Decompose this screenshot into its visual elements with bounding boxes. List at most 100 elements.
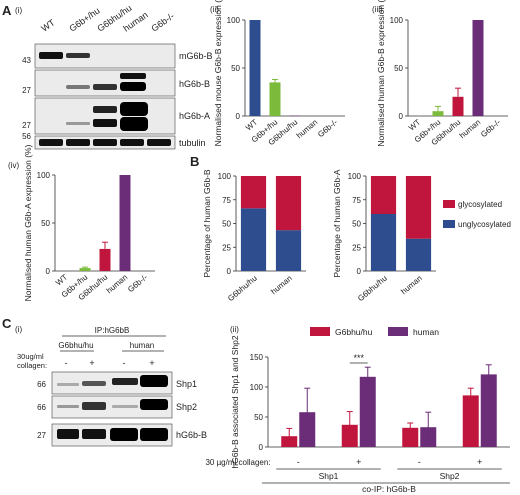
x-tick-label: G6b-/- — [126, 272, 149, 294]
chart-human-g6b-a-expression: 0 50 100 Normalised human G6b-A expression … — [23, 144, 155, 302]
y-axis-label: Normalised human G6b-B expression (%) — [376, 0, 386, 147]
bar — [119, 175, 131, 271]
significance-label: *** — [353, 353, 364, 363]
band-label: hG6b-B — [176, 430, 207, 440]
collagen-label: collagen: — [17, 361, 47, 370]
x-tick-label: human — [269, 274, 294, 297]
y-tick-label: 0 — [399, 112, 404, 121]
x-tick-label: human — [399, 274, 424, 297]
x-tick-label: G6bhu/hu — [226, 274, 259, 303]
blot-band — [66, 122, 90, 125]
band-label: mG6b-B — [179, 51, 213, 61]
blot-a-membrane — [34, 97, 176, 135]
y-tick-label: 50 — [41, 219, 50, 228]
chart-human-g6b-b-expression: 0 50 100 Normalised human G6b-B expression … — [376, 0, 508, 147]
panel-letter-b: B — [190, 154, 199, 169]
legend-swatch — [443, 200, 455, 208]
blot-band — [112, 378, 138, 385]
bar — [99, 248, 111, 271]
blot-band — [120, 73, 146, 79]
chart-g6b-a-glycosylation: 0 25 50 75 100 Percentage of human G6b-A G6bhu… — [332, 169, 436, 303]
y-tick-label: 100 — [250, 383, 264, 392]
y-tick-label: 50 — [254, 413, 263, 422]
collagen-sign: + — [477, 457, 482, 467]
lane-label: G6b+/hu — [67, 5, 101, 33]
blot-band — [57, 429, 79, 439]
y-tick-label: 25 — [352, 243, 361, 252]
y-tick-label: 50 — [231, 64, 240, 73]
footer-label: co-IP: hG6b-B — [362, 484, 416, 494]
western-blot-c: IP:hG6bB G6bhu/hu human 30ug/ml collagen… — [17, 326, 207, 447]
collagen-label: 30 µg/ml collagen: — [205, 458, 270, 467]
group-label: human — [130, 341, 154, 350]
y-tick-label: 0 — [259, 443, 264, 452]
chart-mouse-g6b-b-expression: 0 50 100 Normalised mouse G6b-B expression … — [213, 0, 345, 147]
collagen-sign: - — [297, 457, 300, 467]
blot-band — [147, 139, 171, 146]
collagen-sign: - — [65, 358, 68, 368]
collagen-sign: + — [356, 457, 361, 467]
bar — [462, 395, 479, 447]
mw-marker: 66 — [37, 403, 46, 412]
blot-band — [82, 402, 106, 410]
y-tick-label: 0 — [236, 112, 241, 121]
panel-letter-c: C — [2, 316, 12, 331]
legend-label: unglycosylated — [458, 220, 511, 229]
blot-band — [110, 428, 138, 441]
legend-glycosylation: glycosylated unglycosylated — [443, 200, 511, 229]
blot-band — [39, 139, 63, 146]
y-tick-label: 25 — [222, 243, 231, 252]
collagen-sign: + — [89, 358, 94, 368]
blot-band — [66, 53, 90, 58]
legend-swatch — [388, 327, 408, 336]
y-axis-label: Normalised human G6b-A expression (%) — [23, 144, 33, 301]
y-axis-label: Percentage of human G6b-B — [202, 169, 212, 278]
bar-segment — [370, 214, 397, 271]
bar-segment — [275, 176, 302, 231]
lane-label: G6b-/- — [149, 11, 176, 34]
blot-band — [140, 428, 168, 441]
y-tick-label: 100 — [390, 16, 404, 25]
blot-band — [93, 119, 117, 127]
chart-g6b-b-glycosylation: 0 25 50 75 100 Percentage of human G6b-B G6bhu… — [202, 169, 306, 303]
y-tick-label: 0 — [227, 267, 232, 276]
blot-band — [57, 405, 79, 408]
blot-band — [112, 405, 138, 408]
bar-segment — [405, 176, 432, 239]
bar — [359, 376, 376, 447]
band-label: Shp1 — [176, 379, 197, 389]
x-tick-label: G6b-/- — [316, 117, 339, 139]
panel-label-aiii: (iii) — [372, 5, 383, 14]
bar-segment — [240, 176, 267, 209]
y-tick-label: 50 — [352, 220, 361, 229]
bar — [480, 374, 497, 447]
y-tick-label: 100 — [37, 171, 51, 180]
blot-band — [120, 82, 146, 91]
blot-band — [93, 106, 117, 113]
group-label: Shp2 — [440, 471, 460, 481]
legend-swatch — [310, 327, 330, 336]
y-tick-label: 150 — [250, 353, 264, 362]
blot-band — [39, 52, 63, 59]
lane-label: WT — [39, 17, 57, 34]
mw-marker: 43 — [22, 56, 31, 65]
x-tick-label: human — [105, 273, 130, 296]
blot-band — [82, 429, 106, 439]
legend-label: glycosylated — [458, 200, 502, 209]
collagen-label: 30ug/ml — [17, 352, 44, 361]
panel-label-ci: (i) — [15, 325, 22, 334]
western-blot-a: WT G6b+/hu G6bhu/hu human G6b-/- mG6b — [22, 3, 213, 150]
y-tick-label: 50 — [394, 64, 403, 73]
panel-label-cii: (ii) — [230, 325, 239, 334]
blot-a-lane-labels: WT G6b+/hu G6bhu/hu human G6b-/- — [39, 3, 176, 34]
blot-band — [120, 139, 144, 146]
panel-label-ai: (i) — [15, 6, 22, 15]
group-label: G6bhu/hu — [58, 341, 93, 350]
bar — [452, 96, 464, 116]
legend-label: human — [413, 327, 439, 337]
collagen-sign: - — [123, 358, 126, 368]
chart-coip-shp: 0 50 100 150 hG6b-B associated Shp1 and Shp2… — [205, 327, 510, 494]
bar-segment — [370, 176, 397, 214]
bar — [249, 20, 261, 116]
